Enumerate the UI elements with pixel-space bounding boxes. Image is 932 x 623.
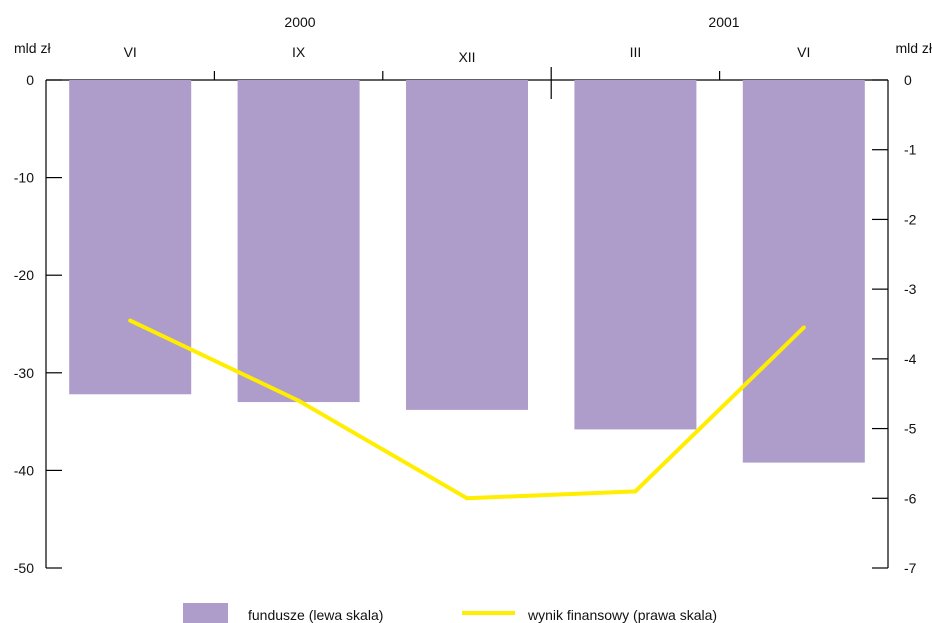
line-series	[128, 318, 806, 501]
category-label: III	[630, 44, 642, 60]
left-tick-label: 0	[26, 72, 34, 88]
line-point	[465, 496, 469, 501]
left-axis-unit: mld zł	[14, 40, 51, 56]
right-tick-label: 0	[904, 72, 912, 88]
right-axis-ticks: 0 -1 -2 -3 -4 -5 -6 -7	[872, 72, 917, 576]
right-tick-label: -5	[904, 421, 917, 437]
bar-series	[69, 80, 865, 463]
left-tick-label: -20	[14, 267, 34, 283]
left-tick-label: -40	[14, 462, 34, 478]
legend: fundusze (lewa skala) wynik finansowy (p…	[183, 603, 717, 623]
category-label: IX	[292, 44, 306, 60]
bar-vi-4	[742, 80, 865, 463]
category-ticks: VI IX XII III VI	[124, 44, 810, 99]
left-axis-ticks: 0 -10 -20 -30 -40 -50	[14, 72, 62, 576]
legend-label-fundusze: fundusze (lewa skala)	[248, 607, 383, 623]
line-point	[633, 489, 638, 494]
right-tick-label: -1	[904, 142, 917, 158]
year-label-2001: 2001	[708, 14, 739, 30]
bar-ix-1	[237, 80, 360, 403]
bar-xii-2	[406, 80, 528, 410]
legend-swatch-fundusze	[183, 603, 228, 623]
line-point	[296, 398, 301, 403]
bar-iii-3	[574, 80, 697, 430]
left-tick-label: -10	[14, 170, 34, 186]
category-label: VI	[124, 44, 137, 60]
right-tick-label: -7	[904, 560, 917, 576]
bar-vi-0	[69, 80, 192, 395]
right-tick-label: -2	[904, 211, 917, 227]
right-tick-label: -6	[904, 490, 917, 506]
category-label: XII	[458, 49, 475, 65]
category-label: VI	[797, 44, 810, 60]
right-tick-label: -3	[904, 281, 917, 297]
right-axis-unit: mld zł	[895, 40, 932, 56]
left-tick-label: -50	[14, 560, 34, 576]
left-tick-label: -30	[14, 365, 34, 381]
line-point	[128, 318, 133, 323]
year-label-2000: 2000	[284, 14, 315, 30]
line-point	[801, 325, 806, 330]
legend-label-wynik: wynik finansowy (prawa skala)	[527, 607, 717, 623]
right-tick-label: -4	[904, 351, 917, 367]
